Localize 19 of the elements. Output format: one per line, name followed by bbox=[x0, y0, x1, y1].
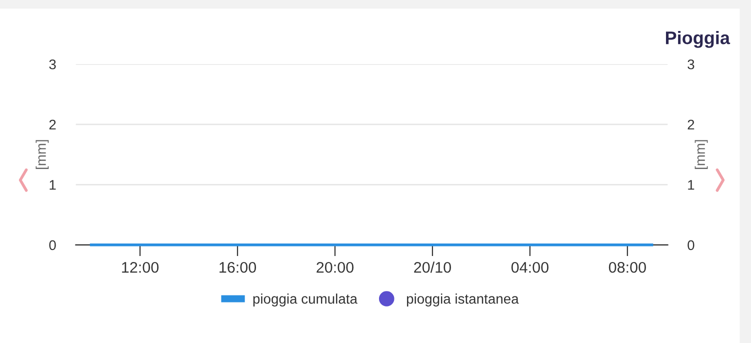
x-tick-label: 08:00 bbox=[608, 262, 646, 273]
legend-label: pioggia istantanea bbox=[406, 294, 519, 306]
y2-tick-label: 1 bbox=[688, 180, 694, 190]
y-axis-title: [mm] bbox=[36, 140, 49, 169]
legend-label: pioggia cumulata bbox=[253, 294, 358, 306]
y-tick-label: 1 bbox=[50, 180, 56, 190]
y-tick-label: 3 bbox=[49, 59, 56, 70]
y-tick-label: 2 bbox=[49, 120, 56, 130]
y-tick-label: 0 bbox=[49, 240, 56, 250]
y2-tick-label: 2 bbox=[688, 120, 694, 130]
y2-tick-label: 3 bbox=[688, 59, 694, 70]
x-tick-label: 04:00 bbox=[511, 262, 548, 273]
x-tick-label: 20:00 bbox=[316, 262, 354, 273]
y2-axis-title: [mm] bbox=[694, 140, 708, 169]
x-tick-label: 16:00 bbox=[220, 262, 256, 273]
chart-title: Pioggia bbox=[666, 30, 730, 48]
x-tick-label: 20/10 bbox=[414, 262, 451, 273]
y2-tick-label: 0 bbox=[688, 240, 694, 250]
x-tick-label: 12:00 bbox=[122, 262, 159, 273]
